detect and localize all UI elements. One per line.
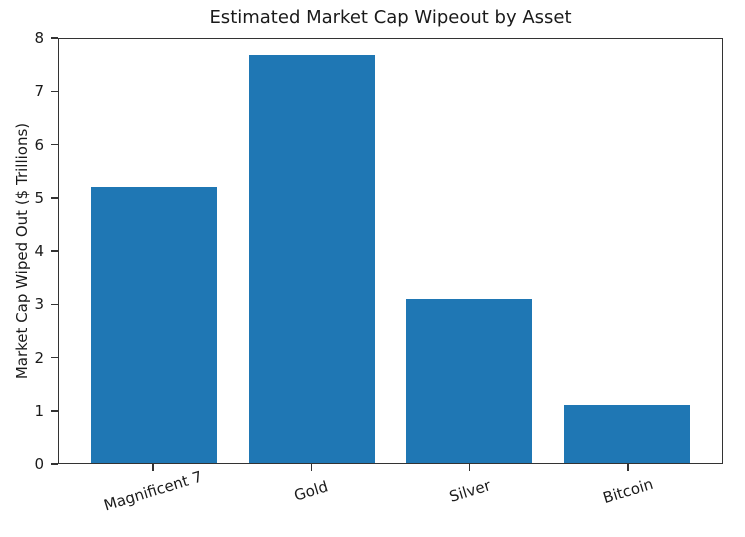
x-tick-mark bbox=[310, 464, 313, 471]
y-tick-mark bbox=[51, 197, 58, 199]
y-axis: 0 1 2 3 4 5 6 7 8 bbox=[0, 29, 58, 473]
bar-magnificent-7 bbox=[90, 187, 217, 463]
x-tick-label-silver: Silver bbox=[446, 476, 493, 506]
plot-area bbox=[58, 38, 723, 464]
y-tick-mark bbox=[51, 90, 58, 92]
y-tick-label: 6 bbox=[34, 135, 44, 154]
x-tick-mark bbox=[468, 464, 471, 471]
x-tick-label-magnificent-7: Magnificent 7 bbox=[101, 467, 205, 515]
bar-slot bbox=[548, 39, 706, 463]
y-tick-label: 5 bbox=[34, 188, 44, 207]
y-tick-label: 3 bbox=[34, 295, 44, 314]
y-tick-label: 4 bbox=[34, 242, 44, 260]
y-tick-mark bbox=[51, 303, 58, 305]
y-tick-label: 2 bbox=[34, 348, 44, 367]
bar-bitcoin bbox=[564, 404, 691, 463]
y-tick-mark bbox=[51, 356, 58, 359]
bar-slot bbox=[391, 39, 549, 463]
y-tick-mark bbox=[51, 37, 58, 39]
bar-slot bbox=[75, 39, 233, 463]
x-axis: Magnificent 7 Gold Silver Bitcoin bbox=[58, 464, 723, 537]
x-tick-label-bitcoin: Bitcoin bbox=[600, 474, 656, 508]
x-tick-mark bbox=[152, 464, 154, 471]
y-tick-label: 7 bbox=[34, 82, 44, 101]
x-tick-label-gold: Gold bbox=[292, 477, 331, 505]
y-tick-label: 0 bbox=[34, 455, 44, 473]
y-tick-label: 8 bbox=[34, 29, 44, 47]
y-tick-mark bbox=[51, 250, 58, 252]
y-tick-mark bbox=[51, 410, 58, 412]
bar-gold bbox=[248, 54, 375, 463]
y-tick-mark bbox=[51, 143, 58, 146]
x-tick-mark bbox=[627, 464, 629, 471]
y-tick-label: 1 bbox=[34, 401, 44, 420]
bar-silver bbox=[406, 298, 533, 463]
bar-slot bbox=[233, 39, 391, 463]
chart-title: Estimated Market Cap Wipeout by Asset bbox=[209, 7, 572, 28]
y-tick-mark bbox=[51, 463, 58, 465]
